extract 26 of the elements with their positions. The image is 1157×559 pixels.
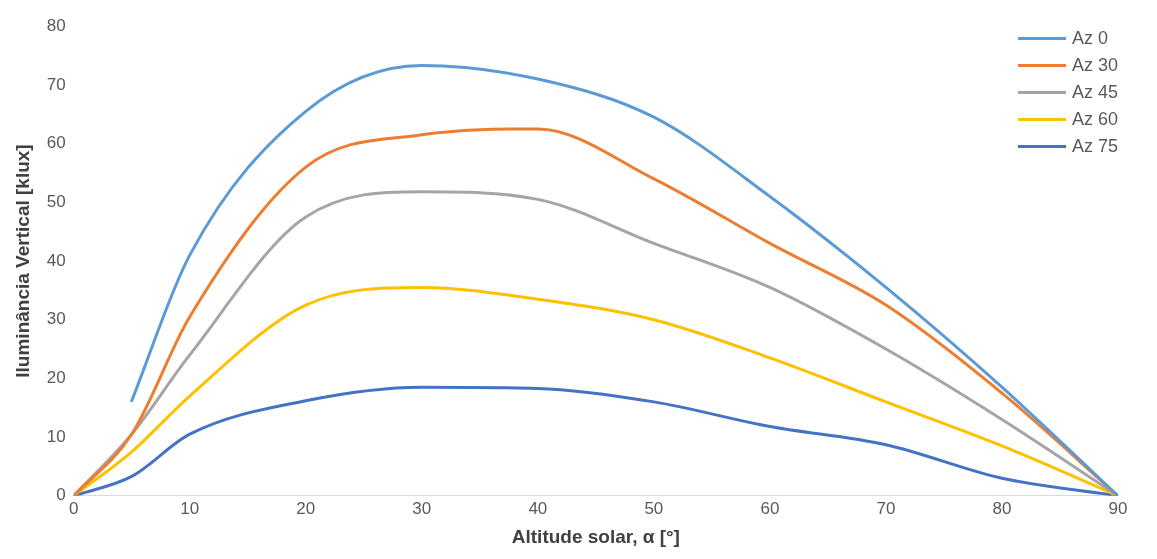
x-tick-label: 90	[1108, 498, 1128, 518]
y-axis-title: Iluminância Vertical [klux]	[11, 144, 33, 378]
legend-label: Az 75	[1071, 136, 1118, 157]
y-tick-label: 20	[46, 368, 66, 388]
y-tick-label: 30	[46, 309, 66, 329]
x-tick-label: 0	[68, 498, 79, 518]
x-tick-label: 40	[528, 498, 548, 518]
legend-label: Az 30	[1071, 55, 1118, 76]
y-tick-label: 10	[46, 426, 66, 446]
x-tick-label: 70	[876, 498, 896, 518]
y-tick-label: 80	[46, 15, 66, 35]
x-tick-label: 80	[992, 498, 1012, 518]
y-tick-label: 60	[46, 133, 66, 153]
y-tick-label: 0	[56, 485, 66, 505]
y-tick-label: 70	[46, 74, 66, 94]
y-tick-label: 40	[46, 250, 66, 270]
x-tick-label: 20	[296, 498, 316, 518]
legend-label: Az 0	[1071, 28, 1108, 49]
x-tick-label: 60	[760, 498, 780, 518]
legend-label: Az 45	[1071, 82, 1118, 103]
legend-label: Az 60	[1071, 109, 1118, 130]
x-axis-title: Altitude solar, α [°]	[511, 525, 680, 547]
x-tick-label: 10	[180, 498, 200, 518]
y-tick-label: 50	[46, 191, 66, 211]
x-tick-label: 50	[644, 498, 664, 518]
x-tick-label: 30	[412, 498, 432, 518]
